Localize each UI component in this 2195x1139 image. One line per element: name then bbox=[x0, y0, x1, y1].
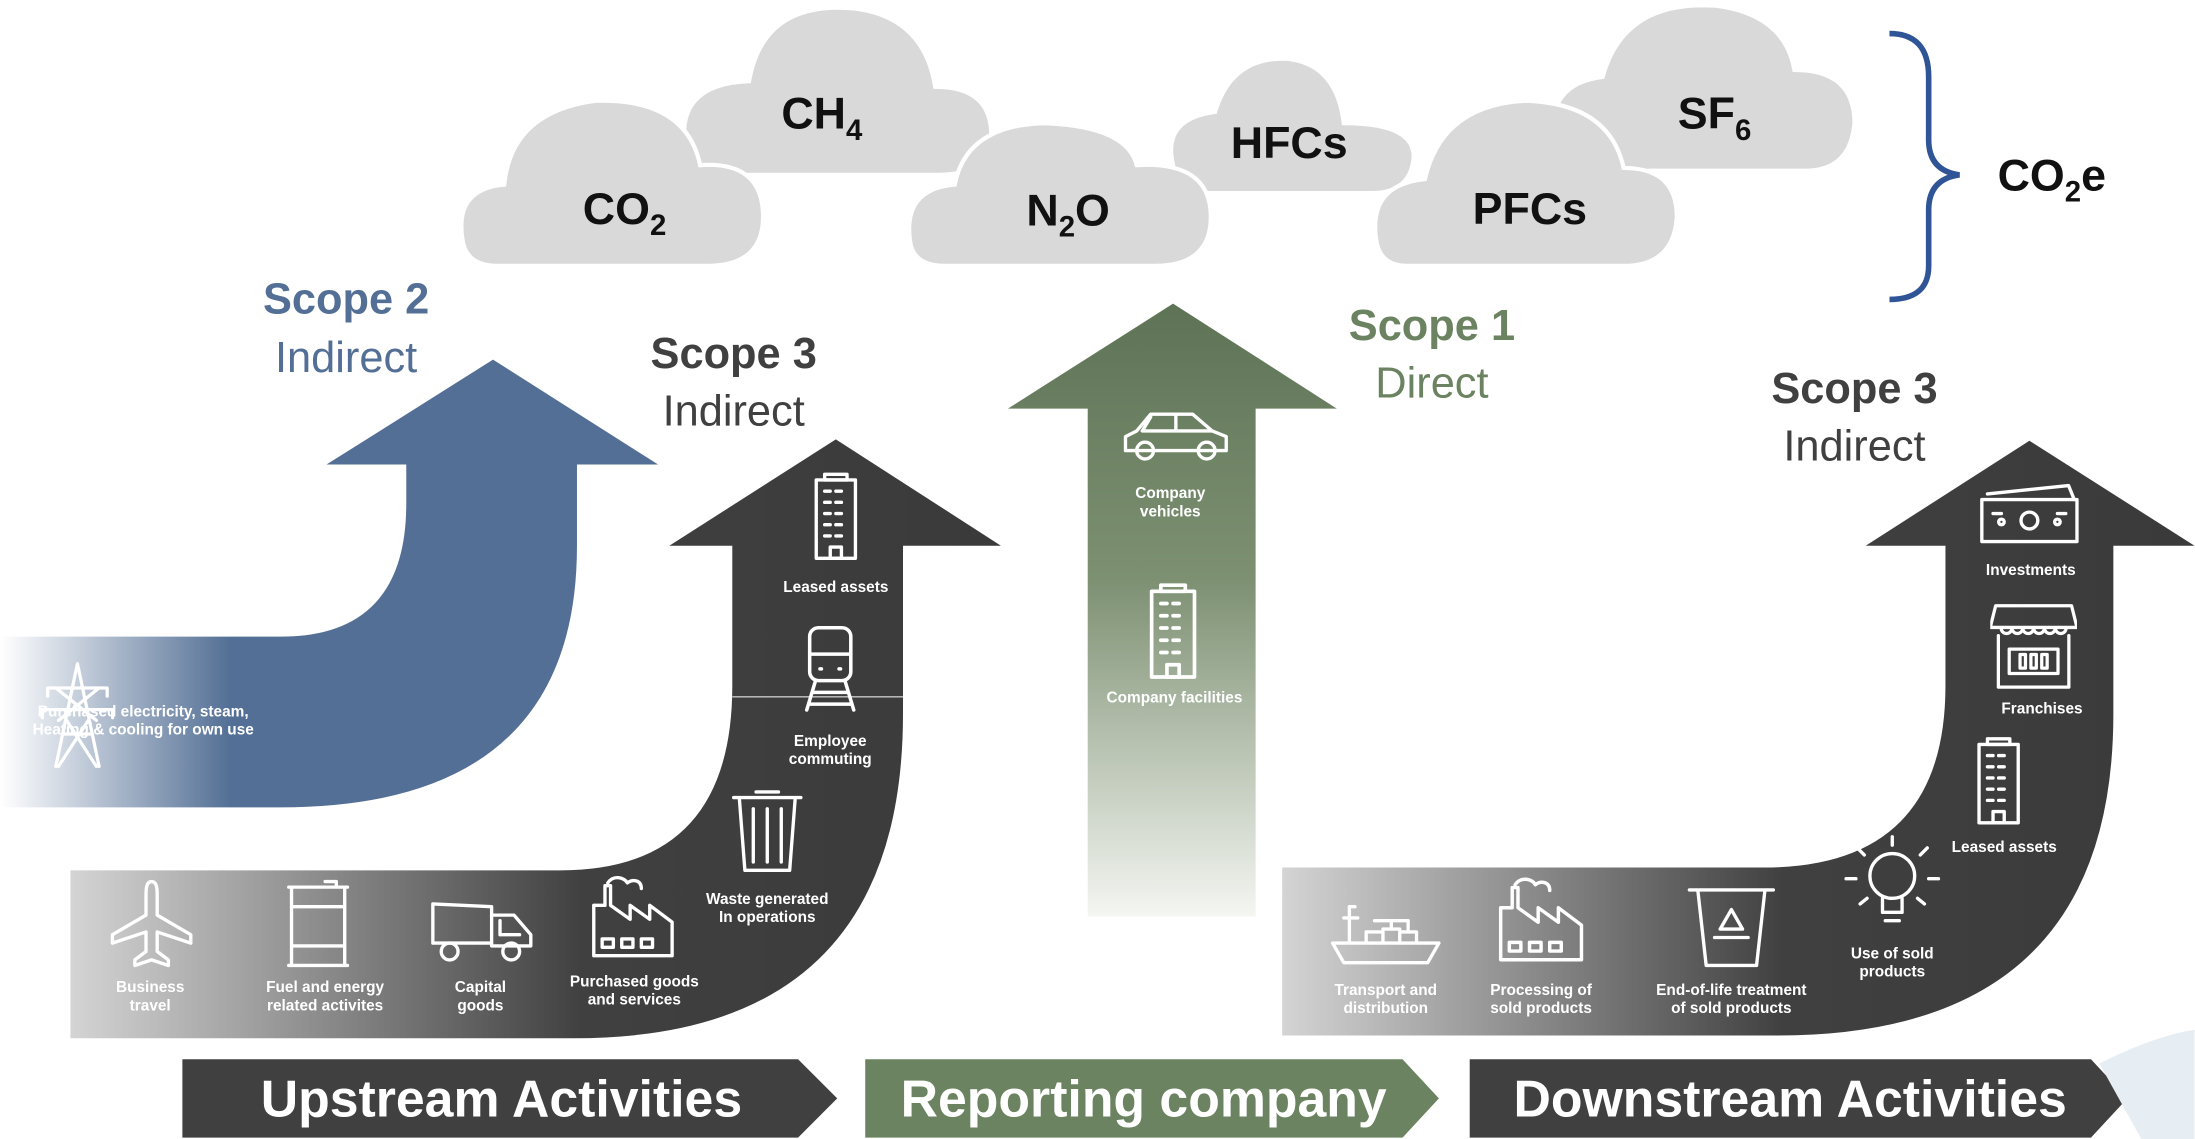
gas-sub: 2 bbox=[1059, 210, 1075, 243]
banner-shape bbox=[1469, 1059, 2128, 1138]
activity-line: Leased assets bbox=[783, 579, 888, 596]
downstream-arrow bbox=[1282, 440, 2195, 1036]
activity-line: End-of-life treatment bbox=[1656, 982, 1806, 999]
activity-labels: Purchased electricity, steam, Heating & c… bbox=[33, 485, 2083, 1017]
scope2-arrow bbox=[0, 359, 659, 808]
activity-line: sold products bbox=[1490, 1000, 1592, 1017]
activity-label: Processing of sold products bbox=[1490, 982, 1593, 1017]
activity-line: commuting bbox=[789, 751, 872, 768]
activity-line: Investments bbox=[1986, 562, 2076, 579]
gas-label: HFCs bbox=[1231, 118, 1348, 168]
activity-line: Employee bbox=[794, 733, 867, 750]
gas-name: N bbox=[1026, 185, 1058, 235]
banner-label: Upstream Activities bbox=[261, 1070, 742, 1128]
cloud bbox=[907, 121, 1213, 268]
activity-line: Waste generated bbox=[706, 891, 828, 908]
scope1-arrow bbox=[1007, 303, 1337, 917]
activity-label: Employee commuting bbox=[789, 733, 872, 768]
activity-label: Franchises bbox=[2001, 701, 2082, 718]
banner-label: Reporting company bbox=[901, 1070, 1387, 1128]
brace bbox=[1889, 30, 1960, 303]
gas-name: HFCs bbox=[1231, 118, 1348, 168]
total-sub: 2 bbox=[2065, 175, 2081, 208]
gas-name: CH bbox=[781, 89, 846, 139]
activity-label: Investments bbox=[1986, 562, 2076, 579]
cloud bbox=[459, 98, 766, 268]
gas-name: SF bbox=[1678, 89, 1735, 139]
gas-label: PFCs bbox=[1473, 184, 1587, 234]
activity-label: Transport and distribution bbox=[1334, 982, 1437, 1017]
gas-rest: O bbox=[1075, 185, 1110, 235]
scope-kind: Indirect bbox=[275, 334, 417, 382]
activity-line: Business bbox=[116, 979, 184, 996]
activity-line: of sold products bbox=[1671, 1000, 1791, 1017]
banner-shape bbox=[182, 1059, 838, 1138]
scope-title: Scope 3 bbox=[651, 330, 817, 378]
banner-label: Downstream Activities bbox=[1513, 1070, 2066, 1128]
activity-line: Processing of bbox=[1490, 982, 1593, 999]
gas-sub: 2 bbox=[650, 209, 666, 242]
activity-line: goods bbox=[457, 997, 503, 1014]
activity-label: Leased assets bbox=[1952, 839, 2057, 856]
activity-label: Purchased goods and services bbox=[570, 973, 699, 1008]
activity-line: Franchises bbox=[2001, 701, 2082, 718]
activity-line: and services bbox=[588, 992, 681, 1009]
activity-line: related activites bbox=[267, 997, 383, 1014]
decor-swoosh bbox=[2099, 1029, 2195, 1139]
activity-line: Fuel and energy bbox=[266, 979, 384, 996]
activity-line: Company bbox=[1135, 485, 1206, 502]
clouds: CO2 CH4 N2O HFCs PFCs SF6 bbox=[459, 3, 1857, 268]
activity-line: Heating & cooling for own use bbox=[33, 722, 255, 739]
scope-title: Scope 2 bbox=[263, 275, 429, 323]
gas-name: PFCs bbox=[1473, 184, 1587, 234]
activity-label: End-of-life treatment of sold products bbox=[1656, 982, 1806, 1017]
cloud bbox=[1169, 56, 1416, 196]
scope-kind: Indirect bbox=[1783, 422, 1925, 470]
gas-label: CH4 bbox=[781, 89, 863, 147]
gas-sub: 4 bbox=[846, 114, 863, 147]
activity-label: Business travel bbox=[116, 979, 184, 1014]
gas-sub: 6 bbox=[1735, 114, 1751, 147]
activity-label: Capital goods bbox=[455, 979, 506, 1014]
activity-line: In operations bbox=[719, 909, 816, 926]
activity-label: Company facilities bbox=[1107, 689, 1243, 706]
cloud bbox=[1373, 98, 1679, 268]
gas-name: CO bbox=[583, 184, 650, 234]
activity-line: Purchased electricity, steam, bbox=[38, 703, 249, 720]
activity-line: vehicles bbox=[1140, 503, 1201, 520]
scope-title: Scope 1 bbox=[1349, 302, 1515, 350]
activity-label: Purchased electricity, steam, Heating & c… bbox=[33, 703, 255, 738]
scope-title: Scope 3 bbox=[1771, 365, 1937, 413]
activity-line: Transport and bbox=[1334, 982, 1437, 999]
gas-label: N2O bbox=[1026, 185, 1110, 243]
total-name: CO bbox=[1998, 150, 2065, 200]
cloud bbox=[681, 5, 994, 178]
activity-line: Purchased goods bbox=[570, 973, 699, 990]
activity-line: travel bbox=[130, 997, 171, 1014]
activity-label: Use of sold products bbox=[1851, 945, 1934, 980]
scope-kind: Indirect bbox=[663, 387, 805, 435]
total-label: CO2e bbox=[1998, 150, 2106, 208]
activity-label: Waste generated In operations bbox=[706, 891, 828, 926]
activity-line: products bbox=[1859, 964, 1925, 981]
activity-line: distribution bbox=[1343, 1000, 1428, 1017]
banner-shape bbox=[865, 1059, 1439, 1138]
cloud bbox=[1550, 3, 1857, 173]
activity-line: Capital bbox=[455, 979, 506, 996]
gas-label: SF6 bbox=[1678, 89, 1752, 147]
activity-label: Leased assets bbox=[783, 579, 888, 596]
activity-label: Company vehicles bbox=[1135, 485, 1206, 520]
activity-line: Company facilities bbox=[1107, 689, 1243, 706]
activity-line: Leased assets bbox=[1952, 839, 2057, 856]
total-rest: e bbox=[2081, 150, 2106, 200]
activity-label: Fuel and energy related activites bbox=[266, 979, 384, 1014]
gas-label: CO2 bbox=[583, 184, 666, 242]
activity-line: Use of sold bbox=[1851, 945, 1934, 962]
scope-kind: Direct bbox=[1375, 359, 1488, 407]
